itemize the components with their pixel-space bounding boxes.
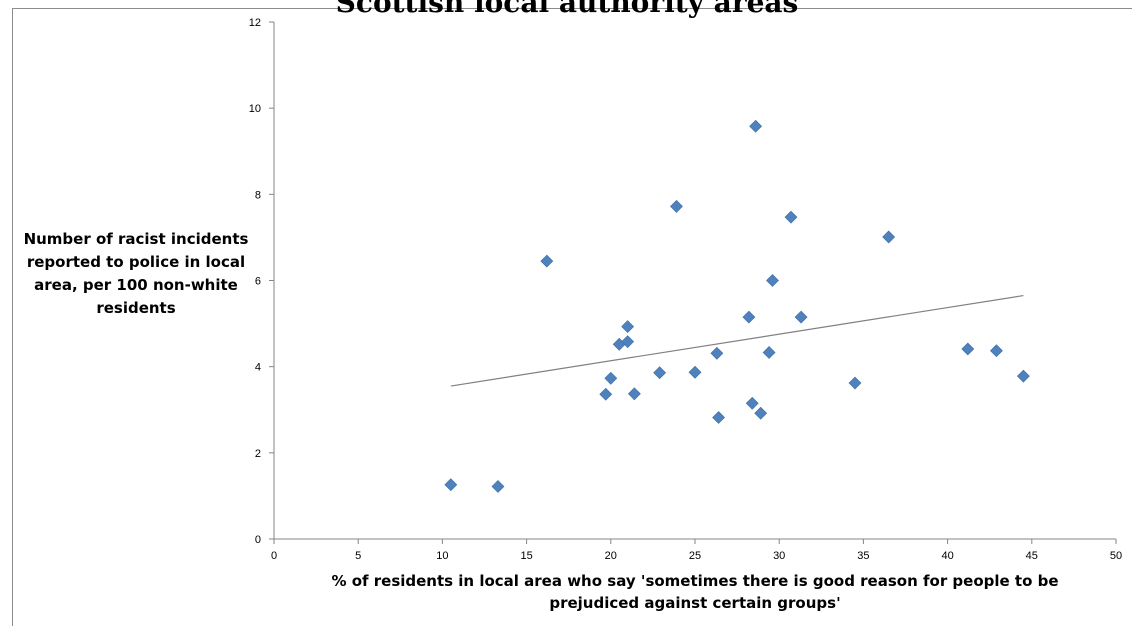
data-point <box>688 365 702 379</box>
data-point <box>604 371 618 385</box>
x-tick-label: 15 <box>520 550 532 562</box>
data-point <box>754 406 768 420</box>
data-point <box>1016 369 1030 383</box>
data-point <box>627 387 641 401</box>
x-tick-label: 40 <box>941 550 953 562</box>
data-point <box>961 342 975 356</box>
x-tick-label: 35 <box>857 550 869 562</box>
data-point <box>745 396 759 410</box>
x-tick-label: 50 <box>1110 550 1122 562</box>
data-point <box>621 320 635 334</box>
chart-frame-left-border <box>12 8 13 626</box>
chart-title: Scottish local authority areas <box>335 0 799 19</box>
y-tick-label: 2 <box>255 448 261 460</box>
x-tick-label: 0 <box>271 550 277 562</box>
x-tick-label: 5 <box>355 550 361 562</box>
data-point <box>762 346 776 359</box>
data-point <box>491 480 505 493</box>
data-point <box>599 387 613 401</box>
x-axis-label: % of residents in local area who say 'so… <box>331 572 1059 612</box>
chart-frame-top-border <box>12 8 1132 9</box>
data-point <box>990 344 1003 358</box>
x-tick-label: 20 <box>605 550 617 562</box>
data-point <box>540 254 554 268</box>
trendline <box>450 294 1024 387</box>
data-point <box>794 310 808 324</box>
data-point <box>712 411 726 424</box>
data-point <box>784 210 798 224</box>
y-tick-label: 10 <box>249 103 261 115</box>
data-point <box>670 199 683 213</box>
x-tick-label: 10 <box>436 550 448 562</box>
data-point <box>766 274 779 287</box>
y-tick-label: 0 <box>255 534 261 546</box>
x-tick-label: 30 <box>773 550 785 562</box>
data-point <box>621 335 635 349</box>
data-point <box>749 119 763 133</box>
y-axis-label: Number of racist incidents reported to p… <box>23 230 249 317</box>
data-point <box>444 478 458 492</box>
y-tick-label: 6 <box>255 276 261 288</box>
data-point <box>710 346 724 360</box>
x-tick-label: 45 <box>1026 550 1038 562</box>
data-point <box>882 230 896 244</box>
data-point <box>653 366 667 380</box>
y-tick-label: 12 <box>249 17 261 29</box>
x-tick-label: 25 <box>689 550 701 562</box>
y-tick-label: 4 <box>255 362 261 374</box>
y-tick-label: 8 <box>255 189 261 201</box>
data-point <box>848 376 862 390</box>
data-point <box>742 310 756 324</box>
